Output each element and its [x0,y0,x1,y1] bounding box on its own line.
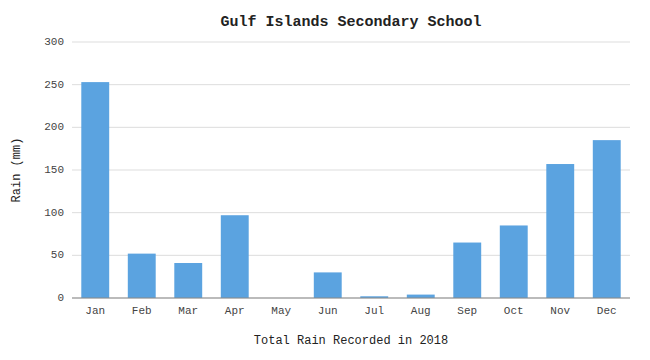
y-tick-label: 200 [44,121,64,133]
x-axis-title: Total Rain Recorded in 2018 [254,334,448,348]
y-tick-label: 250 [44,79,64,91]
x-tick-label: Mar [178,305,198,317]
y-axis: 0 50 100 150 200 250 300 [44,36,64,304]
x-tick-label: Oct [504,305,524,317]
bar [407,295,435,298]
grid-line [72,42,630,43]
page: {"chart_data": {"type": "bar", "title": … [0,0,650,360]
y-tick-label: 100 [44,207,64,219]
bar [546,164,574,298]
y-tick-label: 0 [57,292,64,304]
x-axis-line [72,298,630,299]
x-tick-label: Nov [550,305,570,317]
x-tick-label: Jan [85,305,105,317]
y-tick-label: 300 [44,36,64,48]
y-tick-label: 50 [51,249,64,261]
x-tick-label: Feb [132,305,152,317]
bar [128,254,156,298]
grid-line [72,127,630,128]
bar [453,243,481,298]
chart-container: 0 50 100 150 200 250 300 Jan Feb Mar Apr May Jun Jul A… [0,0,650,360]
x-tick-label: Jul [364,305,384,317]
y-tick-label: 150 [44,164,64,176]
x-tick-label: Apr [225,305,245,317]
bar [500,225,528,298]
x-tick-label: Jun [318,305,338,317]
bar [314,272,342,298]
x-tick-label: Aug [411,305,431,317]
x-tick-label: Dec [597,305,617,317]
y-axis-title: Rain (mm) [10,138,24,203]
bars [81,82,620,298]
x-axis: Jan Feb Mar Apr May Jun Jul Aug Sep Oct Nov Dec [85,305,616,317]
chart: 0 50 100 150 200 250 300 Jan Feb Mar Apr May Jun Jul A… [0,0,650,360]
x-tick-label: May [271,305,291,317]
bar [81,82,109,298]
grid-line [72,298,630,299]
grid [72,42,630,298]
bar [174,263,202,298]
bar [221,215,249,298]
x-tick-label: Sep [457,305,477,317]
bar [593,140,621,298]
title: Gulf Islands Secondary School [220,14,481,31]
grid-line [72,84,630,85]
